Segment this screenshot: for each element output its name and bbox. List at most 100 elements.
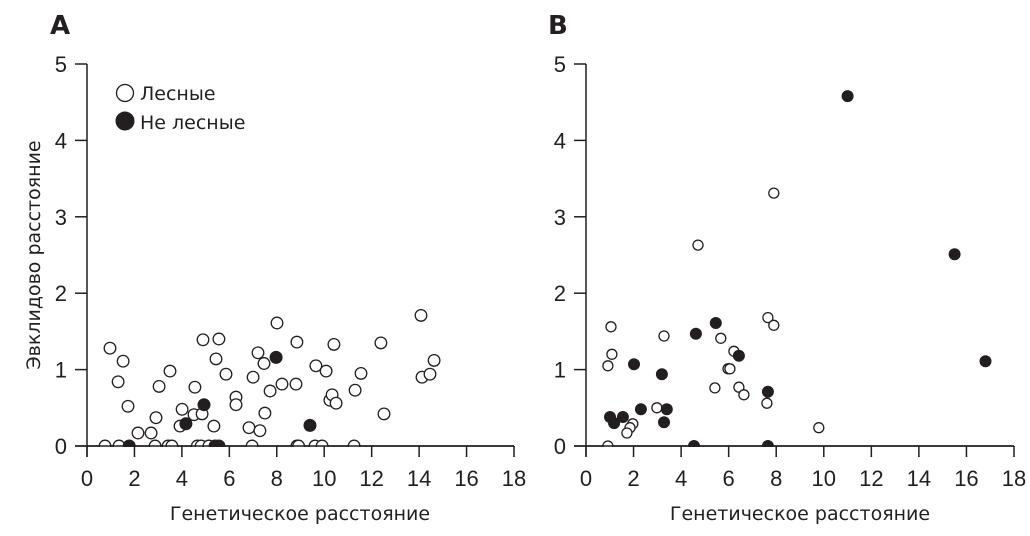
y-tick-label: 2 [554,281,566,306]
legend-open-circle-icon [115,83,135,103]
y-tick-label: 3 [554,205,566,230]
data-point-forest [423,367,437,381]
data-point-forest [427,353,441,367]
x-tick-label: 14 [407,466,431,491]
data-point-nonforest [179,417,193,431]
data-point-nonforest [709,317,722,329]
data-point-forest [813,422,825,434]
data-point-nonforest [658,416,670,429]
data-point-nonforest [841,90,854,103]
data-point-forest [761,397,773,409]
data-point-forest [309,359,323,373]
x-tick-label: 0 [580,466,592,491]
data-point-nonforest [732,349,745,362]
data-point-forest [258,406,272,420]
y-tick-label: 5 [554,52,566,77]
points-b [585,90,1023,457]
data-point-forest [290,335,304,349]
data-point-nonforest [689,327,702,340]
data-point-forest [188,380,202,394]
data-point-nonforest [197,398,211,412]
data-point-forest [163,364,177,378]
data-point-forest [658,330,670,342]
y-tick-label: 1 [55,358,67,383]
x-tick-label: 6 [723,466,735,491]
x-tick-label: 4 [176,466,188,491]
data-point-forest [374,336,388,350]
x-tick-label: 16 [454,466,478,491]
data-point-nonforest [634,403,647,416]
y-tick-label: 4 [55,128,67,153]
data-point-forest [621,427,633,439]
data-point-nonforest [948,248,961,261]
data-point-forest [152,379,166,393]
axes-b [574,64,1014,447]
x-tick-label: 12 [359,466,383,491]
data-point-nonforest [628,358,640,371]
data-point-forest [121,399,135,413]
data-point-nonforest [303,418,317,432]
data-point-nonforest [660,403,673,416]
data-point-nonforest [269,350,283,364]
data-point-forest [149,411,163,425]
axis-mask [88,447,523,456]
data-point-nonforest [979,355,992,368]
legend-label-nonforest: Не лесные [140,112,245,134]
data-point-nonforest [655,368,668,381]
x-tick-label: 10 [812,466,836,491]
data-point-forest [709,382,721,394]
data-point-forest [242,421,256,435]
data-point-forest [209,352,223,366]
points-a [86,308,523,457]
data-point-forest [144,426,158,440]
x-axis-title: Генетическое расстояние [670,503,930,525]
panel-label-a: A [50,11,70,41]
y-tick-label: 5 [55,52,67,77]
data-point-forest [175,402,189,416]
y-axis-title: Эвклидово расстояние [23,140,45,369]
x-tick-label: 2 [627,466,639,491]
data-point-forest [270,316,284,330]
data-point-nonforest [761,385,774,398]
data-point-forest [103,341,117,355]
data-point-nonforest [616,411,629,423]
data-point-forest [602,360,614,372]
data-point-forest [606,348,618,360]
data-point-forest [246,370,260,384]
y-tick-label: 4 [554,128,566,153]
data-point-forest [253,424,267,438]
data-point-forest [377,407,391,421]
data-point-forest [251,346,265,360]
data-point-forest [116,354,130,368]
data-point-forest [768,319,780,331]
legend: Лесные Не лесные [115,83,245,134]
legend-filled-circle-icon [115,111,135,131]
data-point-forest [354,366,368,380]
data-point-forest [257,357,271,370]
data-point-forest [348,383,362,397]
data-point-forest [724,363,736,375]
data-point-forest [605,321,617,333]
data-point-forest [131,426,145,440]
x-tick-label: 8 [271,466,283,491]
x-tick-label: 18 [502,466,526,491]
y-tick-label: 1 [554,358,566,383]
y-tick-label: 2 [55,281,67,306]
data-point-forest [207,419,221,433]
data-point-forest [196,333,210,347]
data-point-forest [111,375,125,389]
x-tick-label: 8 [770,466,782,491]
x-axis-title: Генетическое расстояние [170,503,430,525]
data-point-forest [229,398,243,412]
x-tick-label: 6 [223,466,235,491]
data-point-forest [414,308,428,322]
panel-label-b: B [548,11,568,41]
axis-mask [587,447,1023,456]
y-tick-label: 0 [55,434,67,459]
x-tick-label: 0 [81,466,93,491]
x-tick-label: 2 [128,466,140,491]
data-point-forest [329,396,343,410]
